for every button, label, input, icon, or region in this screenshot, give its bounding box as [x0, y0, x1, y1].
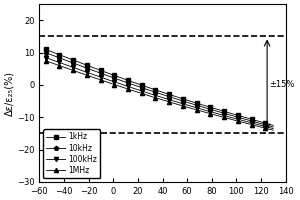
- 10kHz: [260, 123, 264, 125]
- 1kHz: [58, 54, 61, 56]
- 1MHz: [58, 64, 61, 67]
- Line: 1MHz: 1MHz: [44, 59, 275, 132]
- 10kHz: [104, 74, 108, 76]
- 1MHz: [272, 129, 275, 131]
- 10kHz: [252, 120, 256, 123]
- 100kHz: [252, 122, 256, 125]
- 10kHz: [58, 57, 61, 59]
- 10kHz: [272, 126, 275, 128]
- 1kHz: [53, 52, 56, 54]
- 100kHz: [272, 127, 275, 130]
- 1MHz: [53, 63, 56, 65]
- 100kHz: [86, 71, 90, 74]
- 1kHz: [252, 119, 256, 121]
- Line: 100kHz: 100kHz: [44, 55, 275, 131]
- 100kHz: [53, 60, 56, 62]
- 1kHz: [44, 48, 47, 51]
- 1MHz: [44, 60, 47, 62]
- 10kHz: [44, 51, 47, 54]
- 1MHz: [260, 126, 264, 129]
- 1MHz: [104, 81, 108, 83]
- Text: ±15%: ±15%: [270, 80, 295, 89]
- 10kHz: [53, 55, 56, 57]
- Legend: 1kHz, 10kHz, 100kHz, 1MHz: 1kHz, 10kHz, 100kHz, 1MHz: [43, 129, 100, 178]
- 10kHz: [86, 67, 90, 70]
- 100kHz: [260, 124, 264, 127]
- 100kHz: [58, 61, 61, 64]
- 1kHz: [86, 64, 90, 67]
- 1kHz: [104, 71, 108, 74]
- 100kHz: [104, 78, 108, 80]
- Line: 10kHz: 10kHz: [44, 51, 275, 129]
- 100kHz: [44, 56, 47, 59]
- Y-axis label: Δε/ε₂₅(%): Δε/ε₂₅(%): [4, 71, 14, 116]
- 1MHz: [252, 124, 256, 126]
- 1kHz: [260, 121, 264, 123]
- Line: 1kHz: 1kHz: [44, 47, 275, 127]
- 1MHz: [86, 74, 90, 77]
- 1kHz: [272, 124, 275, 127]
